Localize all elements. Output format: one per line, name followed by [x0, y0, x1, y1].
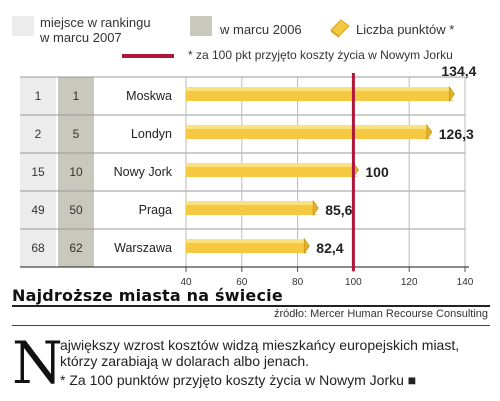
bar-end-cap [448, 85, 455, 103]
category-label: Praga [139, 203, 172, 217]
body-text: ajwiększy wzrost kosztów widzą mieszkańc… [60, 337, 460, 369]
bar-highlight [186, 201, 314, 205]
title-underline [12, 305, 490, 307]
rank-2007-value: 2 [35, 127, 42, 141]
bar-highlight [186, 125, 427, 129]
x-tick-label: 60 [236, 277, 248, 288]
rank-2006-value: 10 [69, 165, 83, 179]
legend-line-reference [122, 54, 174, 58]
value-label: 100 [365, 164, 389, 180]
legend-label-points: Liczba punktów * [356, 22, 455, 37]
rank-2006-column [58, 77, 94, 267]
value-label: 134,4 [441, 63, 476, 79]
bar-chart: 40 60 80 100 120 140 1 1 Moskwa 134,4 2 5 Londyn 126,… [20, 63, 477, 288]
dropcap-letter: N [12, 329, 63, 397]
rank-2006-value: 62 [69, 241, 83, 255]
value-label: 82,4 [316, 240, 343, 256]
legend-swatch-rank-2006 [190, 16, 212, 36]
source-note: źródło: Mercer Human Recourse Consulting [274, 308, 488, 320]
rank-2007-value: 49 [31, 203, 45, 217]
bar-end-cap [312, 199, 319, 217]
rank-2007-value: 15 [31, 165, 45, 179]
legend-label-rank-2006: w marcu 2006 [220, 22, 302, 37]
value-label: 126,3 [439, 126, 474, 142]
category-label: Warszawa [114, 241, 172, 255]
x-tick-label: 120 [401, 277, 418, 288]
footnote-text: * Za 100 punktów przyjęto koszty życia w… [60, 372, 417, 388]
value-label: 85,6 [325, 202, 352, 218]
rank-2007-value: 68 [31, 241, 45, 255]
bar-highlight [186, 163, 354, 167]
x-tick-label: 100 [345, 277, 362, 288]
legend-swatch-points [330, 19, 350, 38]
x-tick-label: 80 [292, 277, 304, 288]
bar-end-cap [426, 123, 433, 141]
category-label: Moskwa [126, 89, 172, 103]
legend-swatch-rank-2007 [12, 16, 34, 36]
rank-2007-value: 1 [35, 89, 42, 103]
bar-highlight [186, 87, 450, 91]
category-label: Nowy Jork [114, 165, 173, 179]
rank-2006-value: 50 [69, 203, 83, 217]
x-tick-label: 40 [180, 277, 192, 288]
legend-label-rank-2007: miejsce w rankingu w marcu 2007 [40, 15, 151, 45]
category-label: Londyn [131, 127, 172, 141]
bar-highlight [186, 239, 305, 243]
legend-label-reference: * za 100 pkt przyjęto koszty życia w Now… [188, 48, 453, 62]
bar-end-cap [303, 237, 310, 255]
rank-2007-column [20, 77, 56, 267]
rank-2006-value: 5 [73, 127, 80, 141]
rank-2006-value: 1 [73, 89, 80, 103]
x-tick-label: 140 [457, 277, 474, 288]
page-title: Najdroższe miasta na świecie [12, 286, 283, 305]
section-divider [12, 325, 490, 326]
